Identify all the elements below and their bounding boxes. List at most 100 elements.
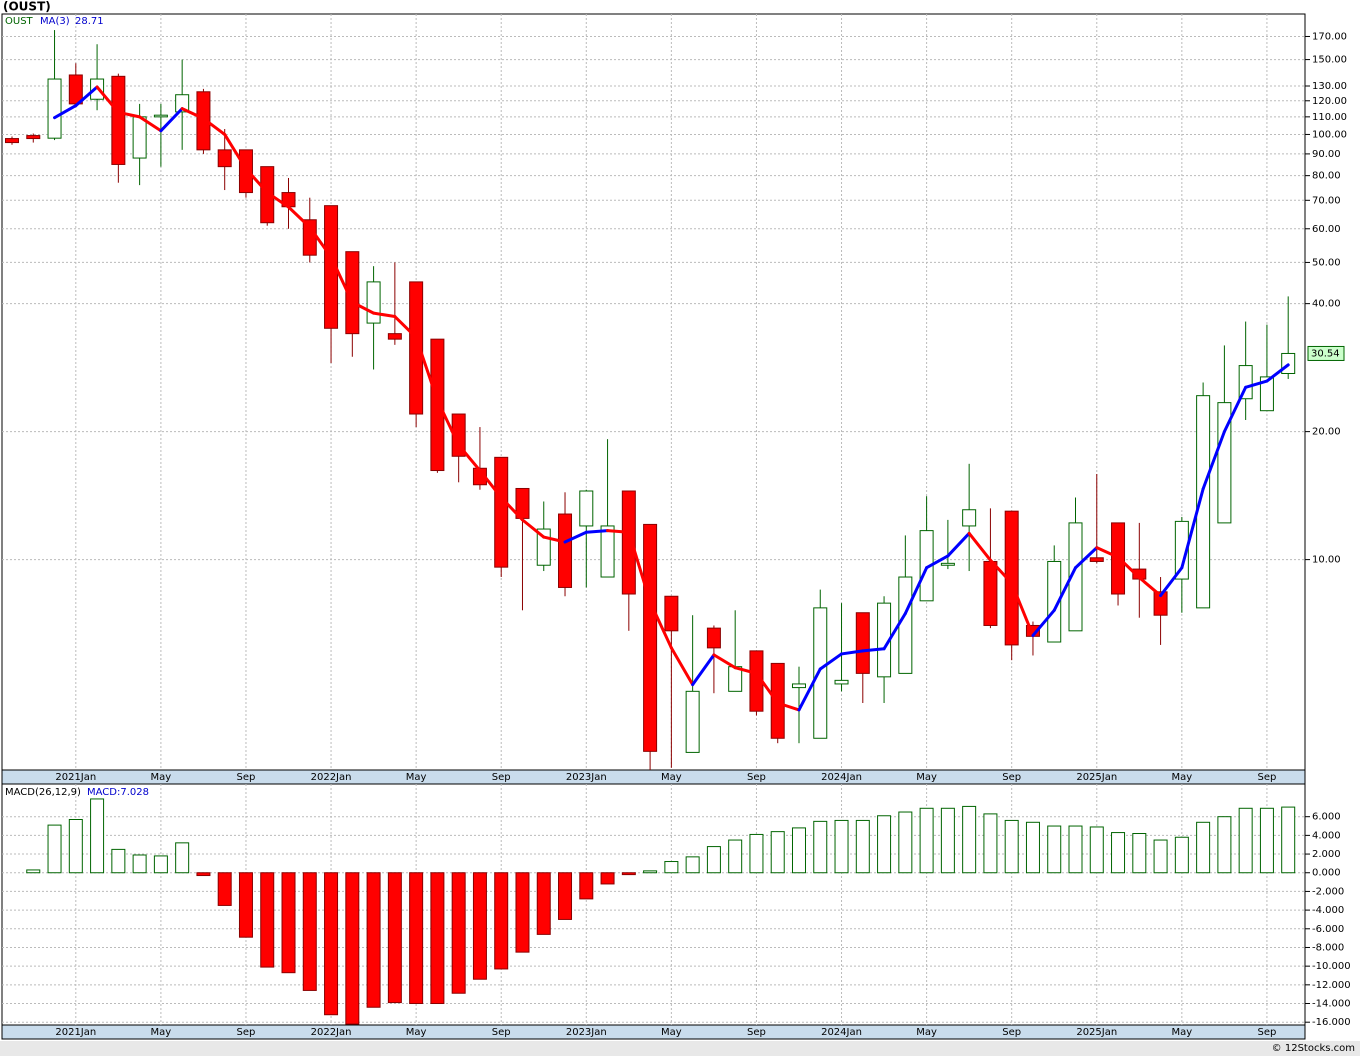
ma-line xyxy=(201,117,227,136)
x-tick-label: May xyxy=(916,1027,937,1038)
macd-bar xyxy=(770,831,785,874)
macd-bar xyxy=(834,819,849,874)
candle-body xyxy=(26,135,41,140)
legend-macd-value: MACD:7.028 xyxy=(87,787,149,798)
y-tick-label: -8.000 xyxy=(1312,942,1344,953)
ma-line xyxy=(138,115,163,133)
ma-line xyxy=(797,667,822,712)
candle-body xyxy=(579,490,594,527)
candle-body xyxy=(238,149,253,194)
macd-bar xyxy=(558,872,573,920)
macd-bar xyxy=(472,872,487,980)
candle-body xyxy=(600,525,615,578)
macd-bar xyxy=(451,872,466,994)
x-tick-label: May xyxy=(661,1027,682,1038)
macd-bar xyxy=(238,872,253,938)
macd-bar xyxy=(919,807,934,874)
macd-bar xyxy=(175,842,190,874)
x-tick-label: 2022Jan xyxy=(311,1027,352,1038)
y-tick-label: 120.00 xyxy=(1312,96,1347,107)
macd-panel xyxy=(1,783,1306,1026)
ma-line xyxy=(882,611,907,651)
ma-line xyxy=(818,652,844,671)
x-tick-label: 2025Jan xyxy=(1076,1027,1117,1038)
last-price-label: 30.54 xyxy=(1311,348,1340,359)
macd-bar xyxy=(515,872,530,953)
candle-body xyxy=(1089,557,1104,562)
x-tick-label: Sep xyxy=(747,772,766,783)
candle-body xyxy=(685,690,700,753)
y-tick-label: 40.00 xyxy=(1312,299,1341,310)
ma-line xyxy=(159,107,184,133)
y-tick-label: 110.00 xyxy=(1312,112,1347,123)
ma-line xyxy=(1222,385,1248,434)
macd-bar xyxy=(409,872,424,1005)
candle-body xyxy=(664,595,679,632)
macd-bar xyxy=(324,872,339,1016)
macd-bar xyxy=(1153,839,1168,874)
x-tick-label: May xyxy=(1172,772,1193,783)
macd-bar xyxy=(1047,825,1062,874)
x-tick-label: Sep xyxy=(492,1027,511,1038)
y-tick-label: -6.000 xyxy=(1312,924,1344,935)
macd-bar xyxy=(813,820,828,874)
macd-bar xyxy=(664,861,679,874)
candle-body xyxy=(813,607,828,739)
macd-bar xyxy=(1281,806,1296,874)
macd-bar xyxy=(47,824,62,874)
y-tick-label: 0.000 xyxy=(1312,868,1341,879)
macd-bar xyxy=(1174,836,1189,874)
macd-bar xyxy=(1068,825,1083,874)
candle-body xyxy=(1238,365,1253,400)
ma-line xyxy=(520,518,546,539)
macd-bar xyxy=(494,872,509,970)
candle-body xyxy=(430,338,445,472)
ma-line xyxy=(776,701,801,712)
ma-line xyxy=(223,132,248,171)
macd-bar xyxy=(1089,826,1104,874)
ma-line xyxy=(329,255,354,304)
ma-line xyxy=(627,530,652,604)
ma-line xyxy=(414,335,439,402)
x-tick-label: May xyxy=(406,1027,427,1038)
candle-body xyxy=(898,576,913,674)
x-tick-label: 2023Jan xyxy=(566,772,607,783)
macd-bar xyxy=(706,846,721,874)
candle-body xyxy=(983,560,998,626)
y-tick-label: 10.00 xyxy=(1312,555,1341,566)
ma-line xyxy=(350,300,376,315)
ma-line xyxy=(1265,363,1290,383)
legend-ma: MA(3) xyxy=(40,16,70,27)
candle-body xyxy=(1068,522,1083,632)
ma-line xyxy=(74,85,99,108)
macd-bar xyxy=(855,819,870,874)
ma-line xyxy=(1201,430,1226,491)
macd-bar xyxy=(1025,821,1040,874)
candle-body xyxy=(791,683,806,689)
ma-line xyxy=(1010,581,1035,637)
ma-line xyxy=(542,535,567,544)
macd-bar xyxy=(366,872,381,1008)
macd-bar xyxy=(1004,819,1019,874)
y-tick-label: 6.000 xyxy=(1312,812,1341,823)
candle-body xyxy=(1259,376,1274,412)
x-tick-label: 2022Jan xyxy=(311,772,352,783)
candle-body xyxy=(111,75,126,165)
x-tick-label: 2024Jan xyxy=(821,1027,862,1038)
macd-bar xyxy=(260,872,275,968)
macd-bar xyxy=(1132,833,1147,874)
ma-line xyxy=(606,529,631,534)
macd-bar xyxy=(153,855,168,874)
y-tick-label: 2.000 xyxy=(1312,849,1341,860)
candle-body xyxy=(260,166,275,224)
x-tick-label: 2021Jan xyxy=(55,1027,96,1038)
macd-bar xyxy=(90,798,105,874)
ma-line xyxy=(648,600,673,650)
ma-line xyxy=(265,191,291,209)
macd-bar xyxy=(643,870,658,874)
ma-line xyxy=(754,671,780,705)
x-tick-label: May xyxy=(406,772,427,783)
candle-body xyxy=(387,333,402,340)
macd-bar xyxy=(579,872,594,900)
macd-bar xyxy=(1217,816,1232,874)
